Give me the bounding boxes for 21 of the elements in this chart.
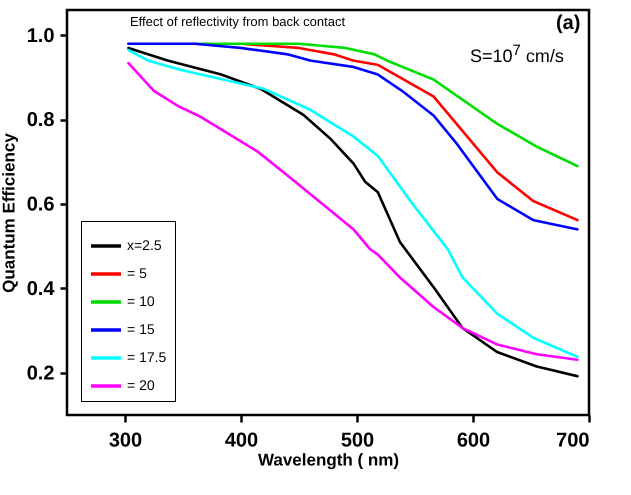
annotation: S=10$^{7}$ cm/s — [470, 42, 564, 67]
x-tick-label: 700 — [556, 430, 590, 452]
y-axis-title: Quantum Efficiency — [0, 132, 19, 293]
legend-label: x=2.5 — [127, 237, 162, 253]
y-tick-label: 0.8 — [26, 109, 54, 132]
legend-label: = 20 — [127, 377, 155, 393]
x-tick-label: 500 — [340, 430, 374, 452]
y-tick-label: 0.4 — [26, 278, 56, 300]
x-axis-title: Wavelength ( nm) — [258, 450, 400, 470]
legend-label: = 17.5 — [127, 349, 167, 365]
legend-label: = 15 — [127, 321, 155, 337]
y-tick-label: 0.6 — [26, 194, 54, 216]
x-tick-label: 400 — [224, 430, 258, 452]
annotation: Effect of reflectivity from back contact — [130, 14, 346, 29]
annotation: (a) — [556, 12, 580, 35]
x-tick-label: 600 — [456, 430, 490, 452]
y-tick-label: 1.0 — [26, 24, 54, 47]
x-tick-label: 300 — [108, 430, 142, 452]
legend-label: = 10 — [127, 293, 155, 309]
legend-label: = 5 — [127, 265, 148, 281]
y-tick-label: 0.2 — [26, 362, 54, 384]
